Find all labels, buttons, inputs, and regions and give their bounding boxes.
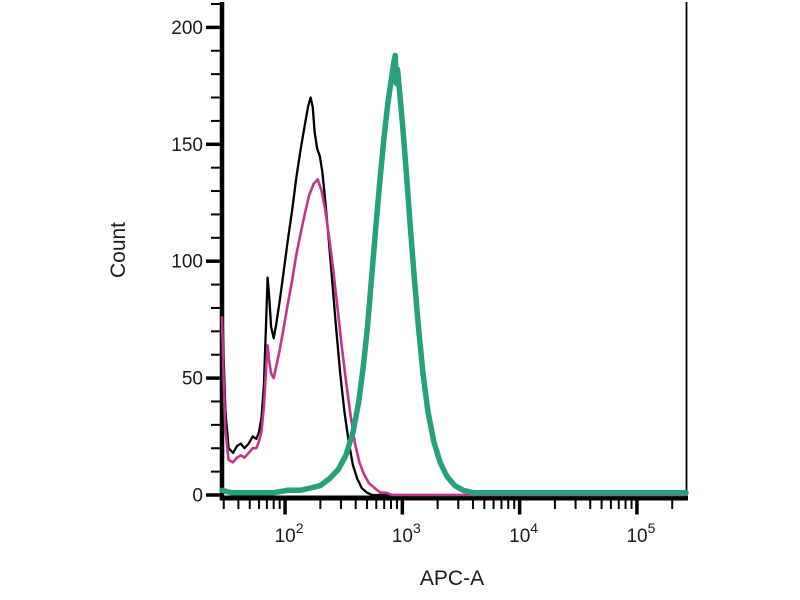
x-tick-label: 105 [626,520,655,547]
x-tick-label: 102 [275,520,304,547]
y-tick-label: 50 [182,369,203,390]
y-tick-label: 0 [192,486,203,507]
axis-ticks [206,3,674,515]
curve-series [219,52,689,497]
x-tick-label: 104 [509,520,538,547]
y-tick-label: 200 [171,18,203,39]
control-black-curve [220,96,688,497]
control-magenta-curve [220,178,688,497]
axes [219,2,688,501]
x-axis-title: APC-A [420,567,484,590]
tick-labels: 0 50 100 150 200 102 103 104 105 [171,18,655,547]
x-tick-label: 103 [392,520,421,547]
y-tick-label: 100 [171,252,203,273]
y-tick-label: 150 [171,135,203,156]
sample-teal-curve [219,52,689,496]
y-axis-title: Count [107,222,130,278]
